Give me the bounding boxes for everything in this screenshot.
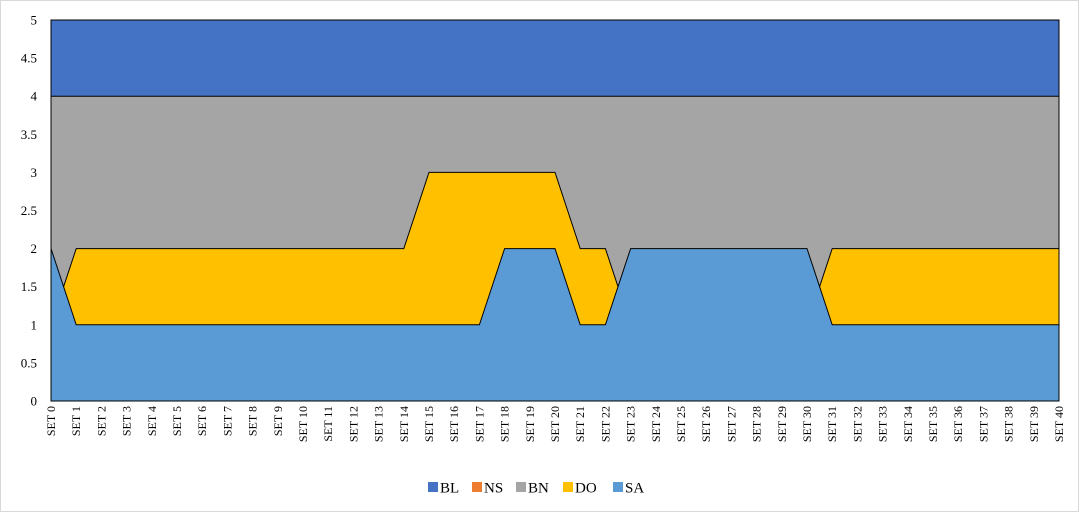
x-tick-label: SET 21: [573, 406, 587, 442]
x-tick-label: SET 30: [800, 406, 814, 442]
legend-swatch-ns: [472, 482, 482, 492]
x-tick-label: SET 3: [120, 406, 134, 436]
x-tick-label: SET 31: [825, 406, 839, 442]
area-sa: [50, 248, 1060, 402]
x-tick-label: SET 7: [220, 406, 234, 436]
x-tick-label: SET 2: [94, 406, 108, 436]
x-tick-label: SET 39: [1027, 406, 1041, 442]
x-tick-label: SET 27: [724, 406, 738, 442]
x-tick-label: SET 36: [951, 406, 965, 442]
y-tick-label: 0: [31, 394, 38, 409]
y-tick-label: 2.5: [21, 203, 37, 218]
legend: BL NS BN DO SA: [428, 481, 644, 497]
legend-swatch-do: [563, 482, 573, 492]
legend-label-bn: BN: [528, 481, 549, 497]
x-tick-label: SET 34: [901, 406, 915, 442]
x-tick-label: SET 14: [397, 406, 411, 442]
x-tick-label: SET 29: [775, 406, 789, 442]
x-tick-label: SET 38: [1002, 406, 1016, 442]
x-tick-label: SET 9: [271, 406, 285, 436]
x-tick-label: SET 33: [876, 406, 890, 442]
x-tick-label: SET 5: [170, 406, 184, 436]
x-axis: SET 0 SET 1 SET 2 SET 3 SET 4 SET 5 SET 6 SET 7…: [44, 400, 1066, 442]
x-tick-label: SET 13: [372, 406, 386, 442]
y-tick-label: 2: [31, 241, 38, 256]
plot-areas: [50, 19, 1060, 402]
x-tick-label: SET 23: [624, 406, 638, 442]
y-tick-label: 1: [31, 317, 38, 332]
y-tick-label: 0.5: [21, 355, 37, 370]
x-tick-label: SET 12: [346, 406, 360, 442]
x-tick-label: SET 37: [976, 406, 990, 442]
y-tick-label: 3.5: [21, 127, 37, 142]
y-tick-label: 1.5: [21, 279, 37, 294]
legend-label-do: DO: [575, 481, 597, 497]
x-tick-label: SET 20: [548, 406, 562, 442]
x-tick-label: SET 22: [598, 406, 612, 442]
x-tick-label: SET 10: [296, 406, 310, 442]
x-tick-label: SET 28: [750, 406, 764, 442]
legend-swatch-bl: [428, 482, 438, 492]
x-tick-label: SET 16: [447, 406, 461, 442]
y-tick-label: 5: [31, 13, 38, 28]
legend-label-bl: BL: [440, 481, 459, 497]
x-tick-label: SET 35: [926, 406, 940, 442]
x-tick-label: SET 26: [699, 406, 713, 442]
x-tick-label: SET 15: [422, 406, 436, 442]
x-tick-label: SET 18: [498, 406, 512, 442]
x-tick-label: SET 11: [321, 406, 335, 442]
x-tick-label: SET 24: [649, 406, 663, 442]
y-tick-label: 4.5: [21, 51, 37, 66]
x-tick-label: SET 40: [1052, 406, 1066, 442]
legend-label-sa: SA: [625, 481, 644, 497]
x-tick-label: SET 32: [850, 406, 864, 442]
x-tick-label: SET 17: [472, 406, 486, 442]
y-axis: 0 0.5 1 1.5 2 2.5 3 3.5 4 4.5 5: [21, 13, 38, 409]
legend-swatch-sa: [613, 482, 623, 492]
x-tick-label: SET 8: [246, 406, 260, 436]
x-tick-label: SET 6: [195, 406, 209, 436]
y-tick-label: 3: [31, 165, 38, 180]
x-tick-label: SET 25: [674, 406, 688, 442]
x-tick-label: SET 0: [44, 406, 58, 436]
y-tick-label: 4: [31, 89, 38, 104]
x-tick-label: SET 19: [523, 406, 537, 442]
legend-swatch-bn: [516, 482, 526, 492]
x-tick-label: SET 1: [69, 406, 83, 436]
legend-label-ns: NS: [484, 481, 503, 497]
x-tick-label: SET 4: [145, 406, 159, 436]
